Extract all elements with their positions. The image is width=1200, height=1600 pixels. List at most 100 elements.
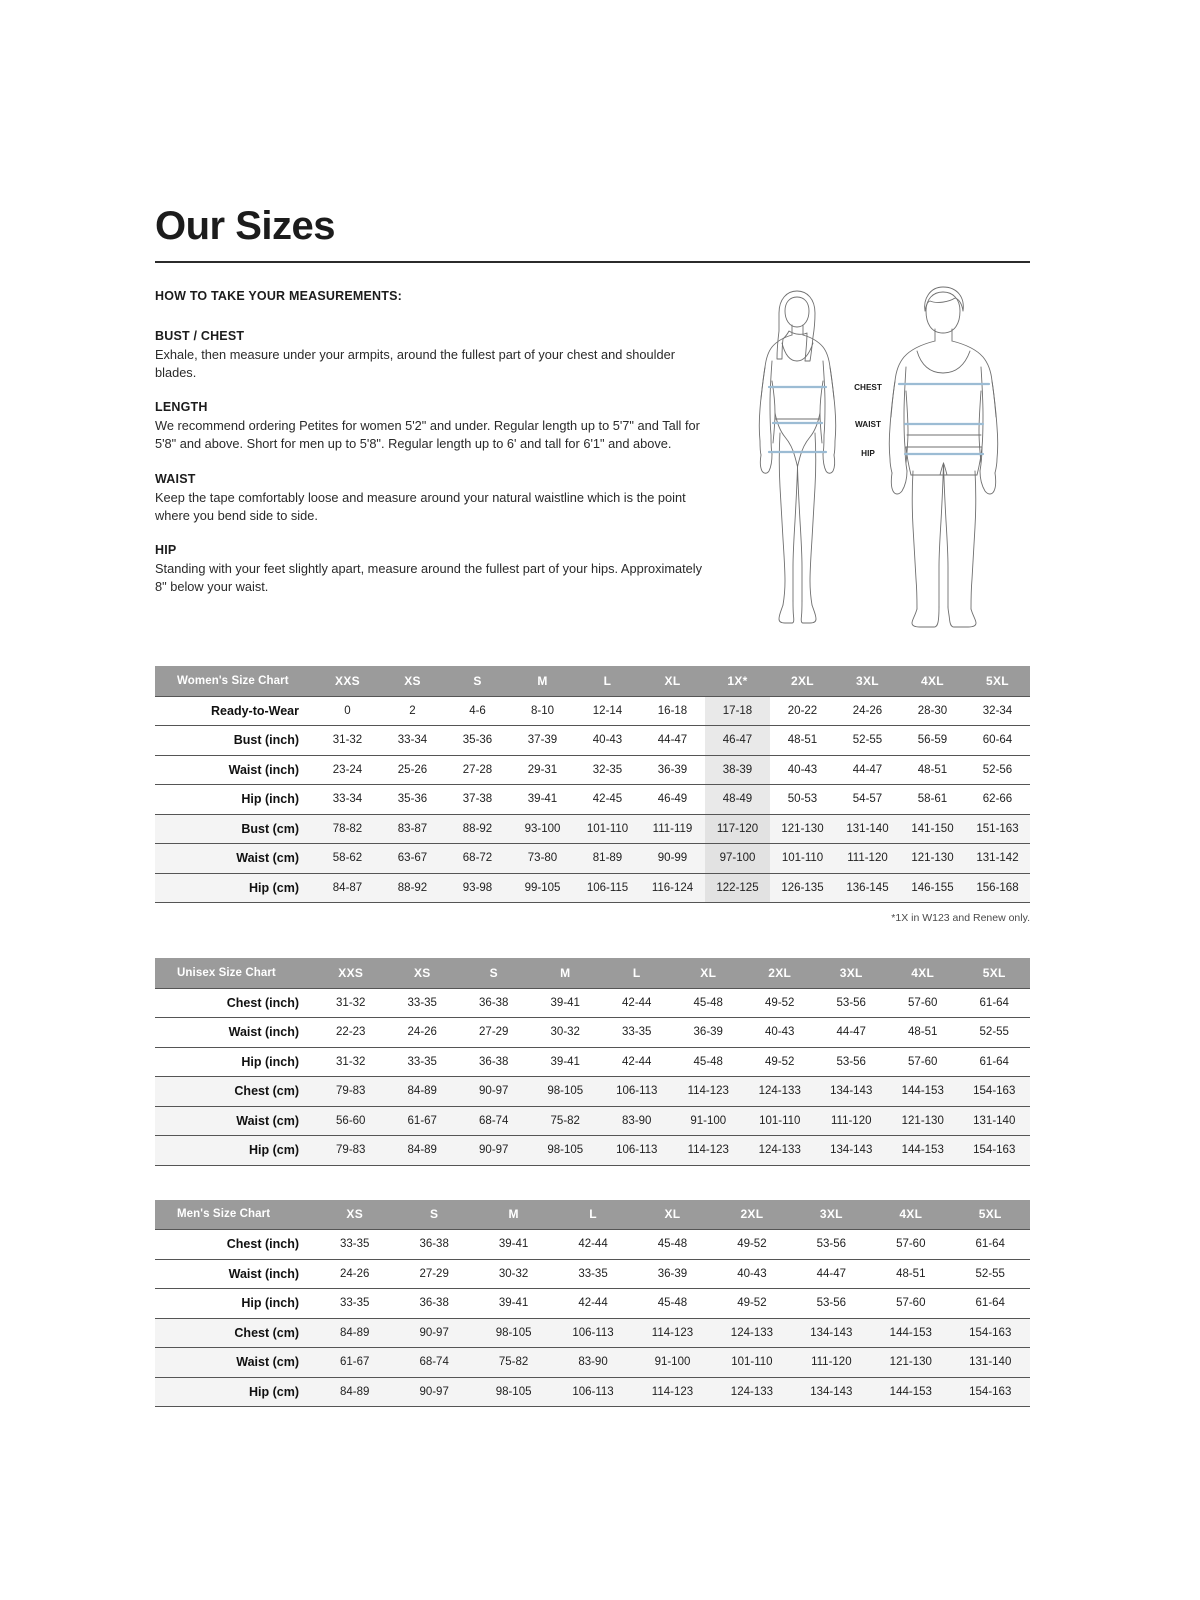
unisex-cell: 49-52 [744, 987, 816, 1018]
womens-cell: 58-61 [900, 784, 965, 814]
womens-cell: 111-120 [835, 843, 900, 873]
unisex-cell: 154-163 [958, 1135, 1030, 1166]
unisex-cell: 30-32 [529, 1017, 601, 1047]
womens-cell: 58-62 [315, 843, 380, 873]
womens-cell: 97-100 [705, 843, 770, 873]
mens-table-head: Men's Size Chart XS S M L XL 2XL 3XL 4XL 5XL [155, 1199, 1030, 1230]
page-title: Our Sizes [155, 204, 336, 248]
unisex-cell: 45-48 [672, 1046, 744, 1077]
unisex-cell: 101-110 [744, 1105, 816, 1136]
womens-cell: 37-38 [445, 784, 510, 814]
womens-size-chart-table: Women's Size Chart XXS XS S M L XL 1X* 2XL 3XL 4XL… [155, 666, 1030, 903]
mens-cell: 124-133 [712, 1376, 792, 1407]
unisex-cell: 91-100 [672, 1105, 744, 1136]
womens-table-footnote: *1X in W123 and Renew only. [891, 912, 1030, 924]
mens-column-header: XL [632, 1199, 713, 1230]
womens-cell: 48-49 [705, 784, 770, 814]
unisex-cell: 134-143 [815, 1135, 887, 1166]
guide-section-body: Standing with your feet slightly apart, … [155, 560, 703, 595]
womens-table-body: Ready-to-Wear 0 2 4-6 8-10 12-14 16-18 17-18 20-… [155, 695, 1030, 903]
mens-cell: 27-29 [394, 1258, 474, 1289]
mens-cell: 45-48 [632, 1229, 713, 1259]
mens-cell: 101-110 [712, 1347, 792, 1377]
unisex-cell: 121-130 [887, 1105, 959, 1136]
mens-cell: 91-100 [632, 1347, 713, 1377]
womens-cell: 62-66 [965, 784, 1030, 814]
womens-cell: 99-105 [510, 872, 575, 903]
mens-cell: 33-35 [315, 1229, 395, 1259]
mens-column-header: XS [315, 1199, 395, 1230]
womens-cell: 12-14 [575, 695, 640, 726]
unisex-cell: 57-60 [887, 987, 959, 1018]
mens-cell: 98-105 [473, 1317, 554, 1348]
female-body-icon [758, 290, 837, 624]
unisex-cell: 79-83 [315, 1135, 387, 1166]
unisex-cell: 53-56 [815, 987, 887, 1018]
unisex-cell: 106-113 [601, 1076, 673, 1106]
womens-column-header: 4XL [900, 666, 965, 696]
body-figures-svg: CHEST WAIST HIP [758, 286, 999, 628]
table-row: Waist (inch) 23-24 25-26 27-28 29-31 32-35 36-… [155, 754, 1030, 785]
unisex-column-header: XXS [315, 958, 387, 988]
mens-cell: 83-90 [553, 1347, 633, 1377]
table-row: Chest (cm) 84-89 90-97 98-105 106-113 114-123… [155, 1317, 1030, 1348]
unisex-column-header: 4XL [887, 958, 959, 988]
womens-cell: 73-80 [510, 843, 575, 873]
unisex-cell: 79-83 [315, 1076, 387, 1106]
unisex-cell: 57-60 [887, 1046, 959, 1077]
womens-cell: 131-142 [965, 843, 1030, 873]
table-row: Hip (inch) 31-32 33-35 36-38 39-41 42-44 45-48… [155, 1046, 1030, 1077]
unisex-column-header: M [529, 958, 601, 988]
mens-column-header: L [553, 1199, 633, 1230]
mens-cell: 131-140 [950, 1347, 1030, 1377]
womens-cell: 33-34 [315, 784, 380, 814]
womens-cell: 29-31 [510, 754, 575, 785]
mens-cell: 44-47 [791, 1258, 872, 1289]
womens-cell: 117-120 [705, 813, 770, 844]
womens-cell: 88-92 [380, 872, 445, 903]
womens-cell: 54-57 [835, 784, 900, 814]
womens-cell: 17-18 [705, 695, 770, 726]
unisex-cell: 56-60 [315, 1105, 387, 1136]
womens-cell: 116-124 [640, 872, 705, 903]
womens-cell: 50-53 [770, 784, 835, 814]
guide-section-title: WAIST [155, 471, 196, 486]
womens-cell: 111-119 [640, 813, 705, 844]
womens-cell: 16-18 [640, 695, 705, 726]
unisex-cell: 98-105 [529, 1076, 601, 1106]
womens-cell: 32-34 [965, 695, 1030, 726]
unisex-cell: 84-89 [386, 1076, 458, 1106]
mens-cell: 57-60 [871, 1229, 951, 1259]
womens-table-head: Women's Size Chart XXS XS S M L XL 1X* 2XL 3XL 4XL… [155, 666, 1030, 696]
womens-cell: 46-47 [705, 725, 770, 755]
mens-size-chart-table: Men's Size Chart XS S M L XL 2XL 3XL 4XL 5XL Ches… [155, 1199, 1030, 1408]
womens-cell: 25-26 [380, 754, 445, 785]
womens-cell: 20-22 [770, 695, 835, 726]
guide-section-bust-chest: BUST / CHEST Exhale, then measure under … [155, 329, 715, 382]
womens-cell: 32-35 [575, 754, 640, 785]
womens-row-label: Bust (inch) [155, 725, 315, 755]
womens-cell: 68-72 [445, 843, 510, 873]
unisex-cell: 144-153 [887, 1135, 959, 1166]
womens-cell: 35-36 [380, 784, 445, 814]
mens-cell: 36-39 [632, 1258, 713, 1289]
womens-cell: 24-26 [835, 695, 900, 726]
mens-column-header: 2XL [712, 1199, 792, 1230]
mens-cell: 154-163 [950, 1376, 1030, 1407]
womens-cell: 101-110 [575, 813, 640, 844]
unisex-header-row: Unisex Size Chart XXS XS S M L XL 2XL 3XL 4XL 5XL [155, 958, 1030, 988]
unisex-cell: 98-105 [529, 1135, 601, 1166]
unisex-row-label: Hip (inch) [155, 1046, 315, 1077]
mens-cell: 40-43 [712, 1258, 792, 1289]
unisex-table-head: Unisex Size Chart XXS XS S M L XL 2XL 3XL 4XL 5XL [155, 958, 1030, 988]
mens-cell: 30-32 [473, 1258, 554, 1289]
womens-corner-label: Women's Size Chart [155, 666, 315, 696]
table-row: Chest (inch) 31-32 33-35 36-38 39-41 42-44 45-… [155, 987, 1030, 1018]
mens-cell: 57-60 [871, 1288, 951, 1318]
mens-corner-label: Men's Size Chart [155, 1199, 315, 1230]
womens-cell: 4-6 [445, 695, 510, 726]
unisex-cell: 40-43 [744, 1017, 816, 1047]
womens-cell: 35-36 [445, 725, 510, 755]
womens-cell: 44-47 [640, 725, 705, 755]
unisex-cell: 61-67 [386, 1105, 458, 1136]
